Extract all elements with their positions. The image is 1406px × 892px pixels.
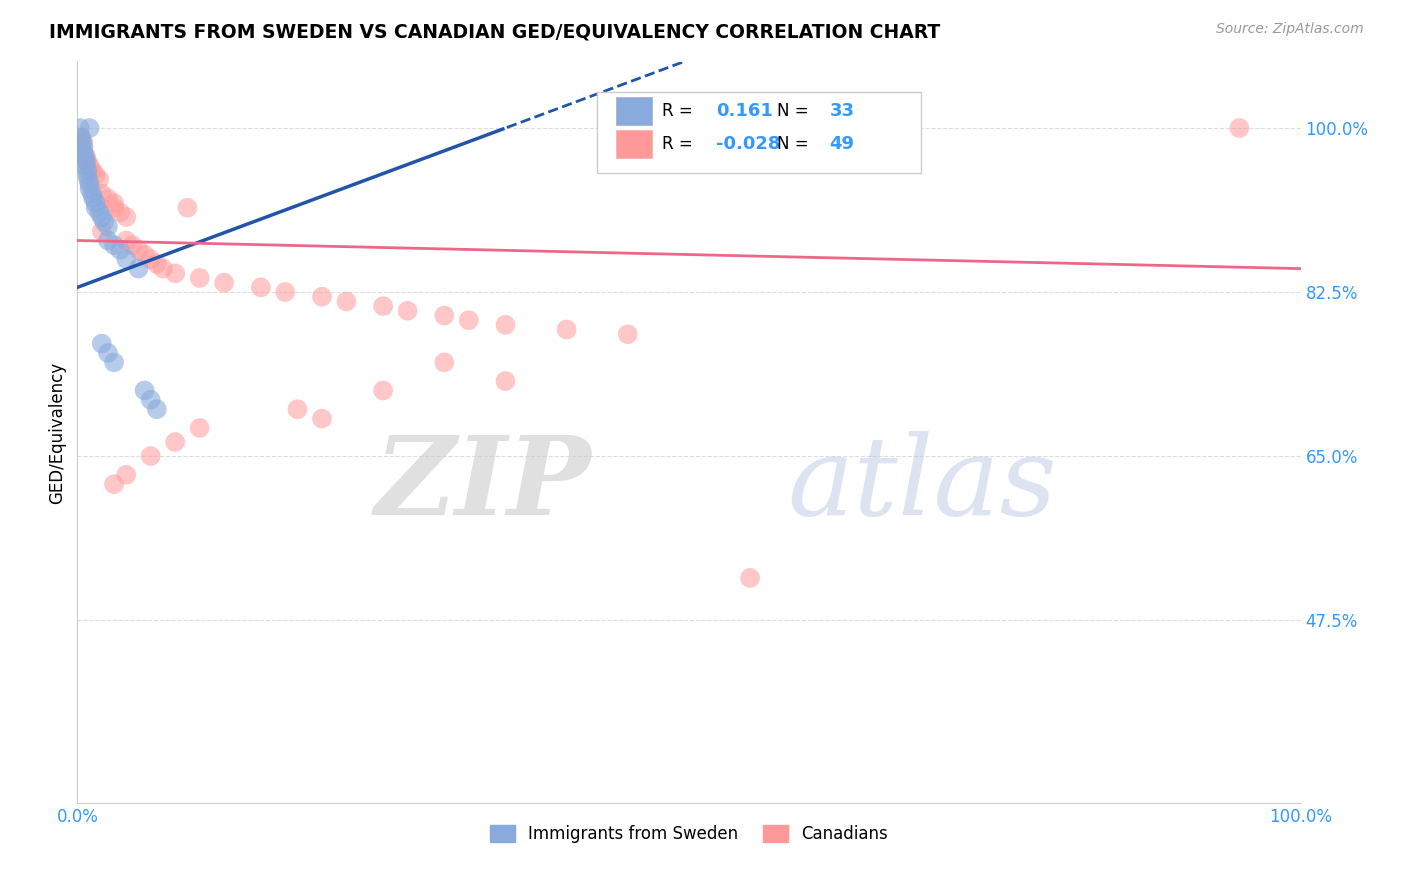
Point [84,201,107,215]
Point [740,571,762,585]
Point [165,266,187,280]
Point [495,318,517,332]
Point [495,374,517,388]
Point [73,149,96,163]
Point [90,186,112,201]
Point [77,172,100,186]
Point [70,135,93,149]
Point [79,159,101,173]
Point [457,313,479,327]
Point [75,153,97,168]
Point [311,290,333,304]
Point [134,384,156,398]
Point [72,145,94,159]
Point [188,271,211,285]
Text: 0.161: 0.161 [716,103,773,120]
Point [371,299,394,313]
Point [80,163,103,178]
Legend: Immigrants from Sweden, Canadians: Immigrants from Sweden, Canadians [484,819,894,850]
Point [274,285,297,299]
Text: R =: R = [662,135,697,153]
Point [84,168,107,182]
Point [146,257,169,271]
Point [76,168,98,182]
Point [79,182,101,196]
Point [72,140,94,154]
Point [311,411,333,425]
Point [103,477,125,491]
Point [108,243,131,257]
Text: Source: ZipAtlas.com: Source: ZipAtlas.com [1216,22,1364,37]
Point [103,238,125,252]
Point [115,467,138,482]
Text: -0.028: -0.028 [716,135,780,153]
Point [1229,121,1251,136]
Point [93,215,115,229]
Point [84,196,107,211]
Point [115,210,138,224]
Bar [616,97,652,126]
Point [76,153,98,168]
Bar [616,130,652,158]
Point [115,252,138,267]
Point [555,322,578,336]
Y-axis label: GED/Equivalency: GED/Equivalency [48,361,66,504]
Point [72,135,94,149]
Text: 33: 33 [830,103,855,120]
Point [396,303,419,318]
Text: ZIP: ZIP [374,431,591,538]
Point [165,435,187,450]
Point [433,309,456,323]
Point [108,205,131,219]
Point [70,130,93,145]
Point [103,201,125,215]
Point [79,121,101,136]
Point [335,294,357,309]
Point [103,196,125,211]
Point [139,392,162,407]
Point [212,276,235,290]
Point [90,336,112,351]
Text: N =: N = [778,135,814,153]
Point [97,346,120,360]
Point [617,327,640,342]
Point [82,191,104,205]
Point [90,224,112,238]
Point [70,130,93,145]
Point [250,280,273,294]
Point [75,149,97,163]
Point [69,121,91,136]
Point [79,178,101,192]
Point [90,210,112,224]
Point [97,234,120,248]
Point [103,355,125,369]
Point [89,205,111,219]
Text: R =: R = [662,103,697,120]
Point [139,252,162,267]
Point [127,261,149,276]
Point [115,234,138,248]
Point [146,402,169,417]
Point [139,449,162,463]
Point [176,201,198,215]
Point [371,384,394,398]
Point [89,172,111,186]
Point [152,261,174,276]
Point [75,159,97,173]
Point [97,191,120,205]
Text: 49: 49 [830,135,855,153]
Text: IMMIGRANTS FROM SWEDEN VS CANADIAN GED/EQUIVALENCY CORRELATION CHART: IMMIGRANTS FROM SWEDEN VS CANADIAN GED/E… [49,22,941,41]
Point [287,402,309,417]
Point [134,247,156,261]
Point [97,219,120,234]
Point [127,243,149,257]
Point [76,163,98,178]
Text: atlas: atlas [787,431,1056,538]
Point [80,186,103,201]
Point [121,238,143,252]
Text: N =: N = [778,103,814,120]
Point [433,355,456,369]
FancyBboxPatch shape [598,92,921,173]
Point [188,421,211,435]
